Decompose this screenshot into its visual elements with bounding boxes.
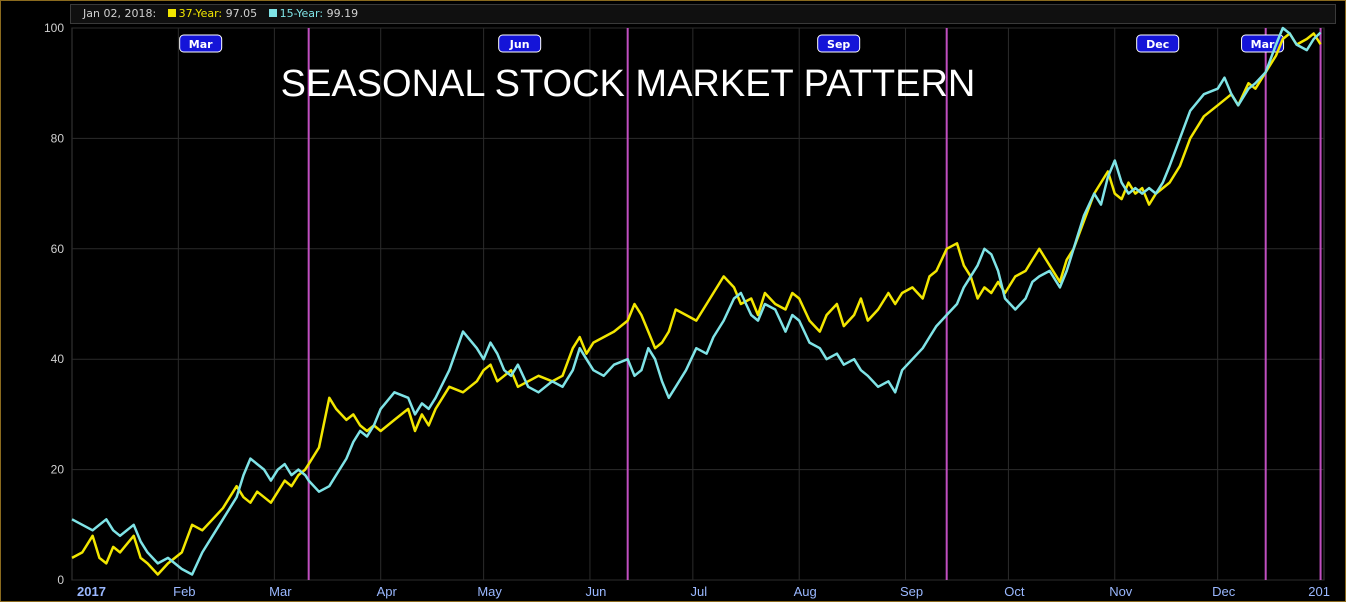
x-tick-label: Sep <box>900 584 923 599</box>
x-tick-label: Dec <box>1212 584 1236 599</box>
quarter-badge-box <box>1136 34 1180 53</box>
x-tick-label: May <box>477 584 502 599</box>
quarter-badge-box <box>498 34 542 53</box>
y-tick-label: 100 <box>44 21 64 35</box>
series-15-swatch <box>268 9 277 17</box>
series-line-37-year <box>71 32 1322 576</box>
quarter-badge-box <box>179 34 223 53</box>
quarter-badge: Mar <box>179 34 223 53</box>
quarter-badge: Mar <box>1241 34 1285 53</box>
quarter-badge: Sep <box>817 34 861 53</box>
readout-37-label: 37-Year: <box>178 7 223 20</box>
series-37-swatch <box>167 9 176 17</box>
x-tick-label: Nov <box>1109 584 1133 599</box>
quarter-badge-box <box>1241 34 1285 53</box>
x-tick-label: Aug <box>794 584 817 599</box>
value-readout-bar: Jan 02, 2018: 37-Year: 97.05 15-Year: 99… <box>70 4 1336 24</box>
x-tick-label: Apr <box>377 584 398 599</box>
quarter-badge-box <box>817 34 861 53</box>
y-tick-label: 60 <box>51 242 65 256</box>
quarter-badge: Dec <box>1136 34 1180 53</box>
y-tick-label: 40 <box>51 352 65 366</box>
x-tick-label: Feb <box>173 584 195 599</box>
quarter-badge-label: Sep <box>827 38 850 51</box>
chart-title: SEASONAL STOCK MARKET PATTERN <box>281 63 976 105</box>
quarter-badge-label: Mar <box>1251 38 1275 51</box>
quarter-badge-label: Dec <box>1146 38 1169 51</box>
y-tick-label: 80 <box>51 131 65 145</box>
quarter-badge-label: Jun <box>509 38 530 51</box>
x-tick-label: Mar <box>269 584 292 599</box>
x-tick-label: 2017 <box>77 584 106 599</box>
plot-area <box>71 27 1325 581</box>
quarter-badge-label: Mar <box>189 38 213 51</box>
series-line-15-year <box>71 26 1322 576</box>
x-tick-label: Jul <box>691 584 708 599</box>
readout-15-label: 15-Year: <box>279 7 324 20</box>
y-tick-label: 20 <box>51 463 65 477</box>
x-tick-label: Jun <box>585 584 606 599</box>
y-tick-label: 0 <box>57 573 64 587</box>
readout-15-value: 99.19 <box>326 7 359 20</box>
x-tick-label: 201 <box>1308 584 1330 599</box>
quarter-badge: Jun <box>498 34 542 53</box>
x-tick-label: Oct <box>1004 584 1025 599</box>
readout-37-value: 97.05 <box>225 7 258 20</box>
readout-date: Jan 02, 2018: <box>83 7 157 20</box>
